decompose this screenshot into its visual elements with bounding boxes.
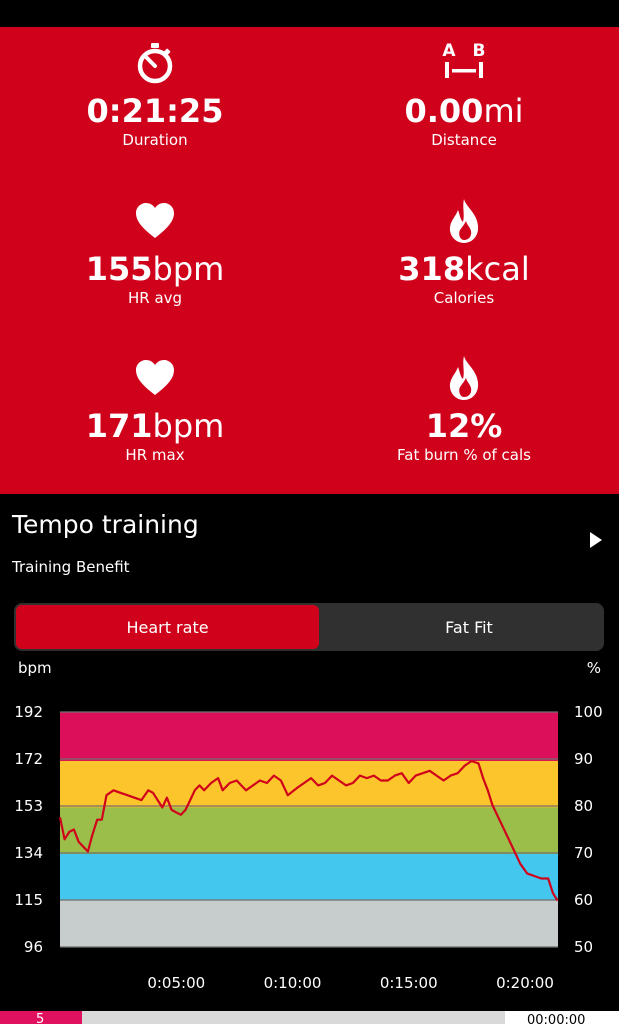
svg-text:A: A: [442, 41, 456, 61]
hr-avg-label: HR avg: [127, 289, 183, 307]
hr-zone-1: [60, 900, 558, 947]
duration-value: 0:21:25: [86, 92, 224, 130]
hr-max-label: HR max: [125, 446, 185, 464]
svg-text:B: B: [473, 41, 486, 61]
y2-axis-ticks: 100 90 80 70 60 50: [574, 703, 603, 956]
x-axis-ticks: 0:05:00 0:10:00 0:15:00 0:20:00: [147, 974, 554, 992]
y2-tick-label: 90: [574, 750, 593, 768]
hr-avg-stat: 155bpm HR avg: [5, 197, 305, 308]
chart-mode-toggle: Heart rate Fat Fit: [14, 603, 604, 651]
gridlines: [60, 711, 558, 948]
fat-burn-value: 12: [425, 407, 471, 445]
y-tick-label: 96: [24, 938, 43, 956]
hr-avg-unit: bpm: [152, 250, 225, 288]
x-tick-label: 0:05:00: [147, 974, 205, 992]
y-axis-ticks: 192 172 153 134 115 96: [14, 703, 43, 956]
y-tick-label: 172: [14, 750, 43, 768]
fat-burn-unit: %: [470, 407, 503, 445]
hr-zones: [60, 712, 558, 947]
fat-fit-tab[interactable]: Fat Fit: [445, 617, 493, 637]
zone-tab[interactable]: 5: [0, 1011, 82, 1024]
hr-zone-5: [60, 712, 558, 761]
heart-rate-line: [58, 759, 559, 902]
y2-tick-label: 60: [574, 891, 593, 909]
heart-rate-chart: bpm % 192 172 153 134 115 96 100 90 80 70 60 50 0:…: [14, 659, 603, 992]
summary-panel: 0:21:25 Duration A B 0.00mi Distance 155…: [0, 27, 619, 494]
x-tick-label: 0:20:00: [496, 974, 554, 992]
distance-unit: mi: [483, 92, 524, 130]
y2-axis-label: %: [587, 659, 601, 677]
bottom-bar: 5 00:00:00: [0, 1011, 619, 1024]
x-tick-label: 0:15:00: [380, 974, 438, 992]
distance-label: Distance: [431, 131, 497, 149]
calories-label: Calories: [433, 289, 495, 307]
y-tick-label: 115: [14, 891, 43, 909]
hr-zone-3: [60, 807, 558, 854]
hr-avg-value: 155: [85, 250, 153, 288]
y2-tick-label: 70: [574, 844, 593, 862]
a-b-distance-icon: A B: [314, 39, 614, 87]
training-title: Tempo training: [12, 510, 199, 539]
hr-zone-4: [60, 760, 558, 808]
play-icon[interactable]: [586, 528, 606, 552]
duration-label: Duration: [122, 131, 188, 149]
calories-value: 318: [398, 250, 466, 288]
fat-burn-stat: 12% Fat burn % of cals: [314, 354, 614, 465]
flame-icon: [314, 354, 614, 402]
top-bar: [0, 0, 619, 27]
heart-icon: [5, 354, 305, 402]
elapsed-time-box: 00:00:00: [505, 1011, 619, 1024]
training-benefit-label: Training Benefit: [12, 558, 130, 576]
flame-icon: [314, 197, 614, 245]
zone-tab-label: 5: [36, 1012, 45, 1024]
heart-icon: [5, 197, 305, 245]
calories-unit: kcal: [465, 250, 530, 288]
y-axis-label: bpm: [18, 659, 52, 677]
elapsed-time-label: 00:00:00: [527, 1013, 586, 1024]
hr-max-stat: 171bpm HR max: [5, 354, 305, 465]
y-tick-label: 134: [14, 844, 43, 862]
heart-rate-tab[interactable]: Heart rate: [16, 605, 319, 649]
hr-max-value: 171: [85, 407, 153, 445]
y2-tick-label: 100: [574, 703, 603, 721]
fat-burn-label: Fat burn % of cals: [397, 446, 531, 464]
hr-zone-2: [60, 853, 558, 901]
y-tick-label: 153: [14, 797, 43, 815]
y-tick-label: 192: [14, 703, 43, 721]
y2-tick-label: 80: [574, 797, 593, 815]
duration-stat: 0:21:25 Duration: [5, 39, 305, 150]
y2-tick-label: 50: [574, 938, 593, 956]
stopwatch-icon: [5, 39, 305, 87]
hr-max-unit: bpm: [152, 407, 225, 445]
x-tick-label: 0:10:00: [264, 974, 322, 992]
distance-value: 0.00: [404, 92, 484, 130]
calories-stat: 318kcal Calories: [314, 197, 614, 308]
distance-stat: A B 0.00mi Distance: [314, 39, 614, 150]
